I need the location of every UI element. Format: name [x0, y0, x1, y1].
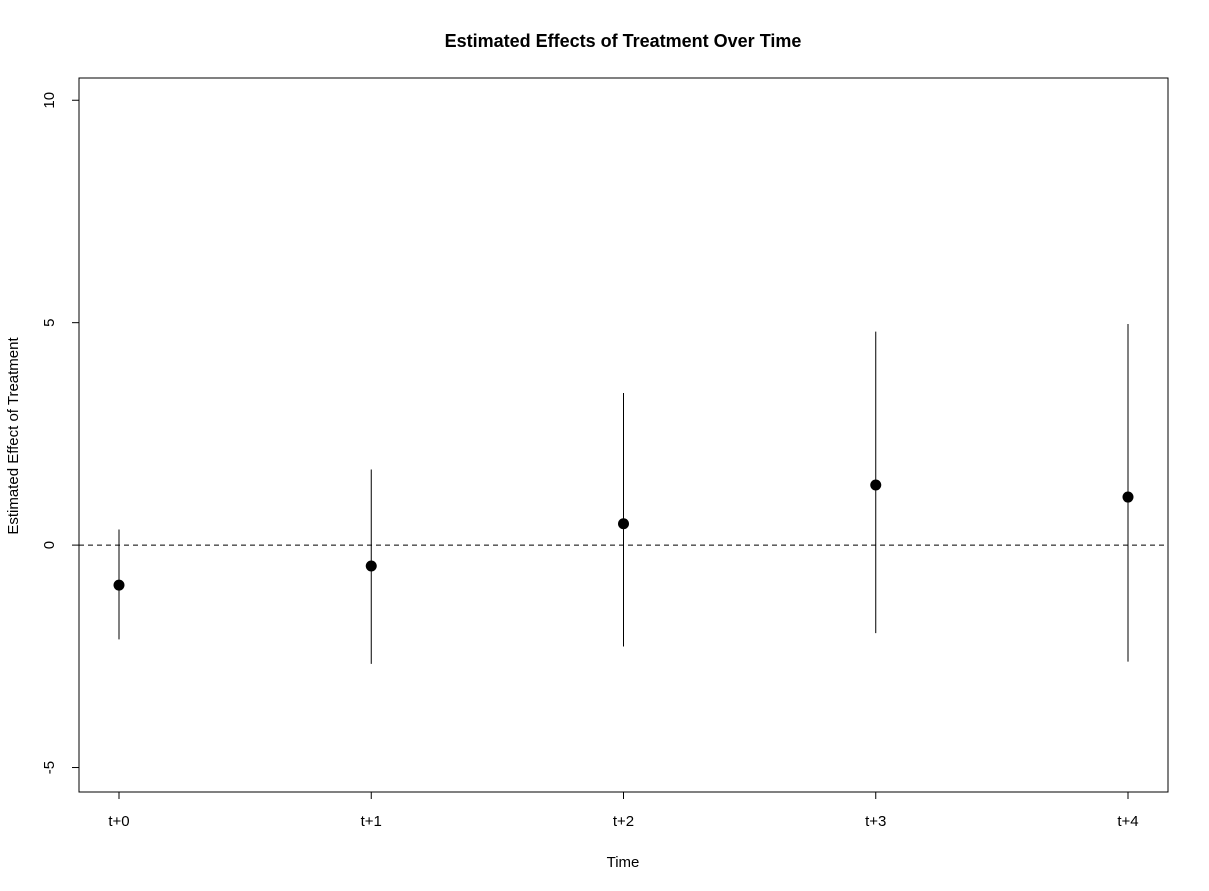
x-tick-label: t+3: [865, 813, 886, 830]
x-axis: t+0 t+1 t+2 t+3 t+4: [108, 791, 1139, 830]
x-tick-label: t+2: [613, 813, 634, 830]
estimate-point: [113, 579, 125, 591]
estimate-point: [1122, 491, 1134, 503]
x-tick-label: t+4: [1117, 813, 1138, 830]
estimate-point: [618, 518, 629, 530]
x-axis-label: Time: [607, 854, 640, 871]
x-tick-label: t+1: [361, 813, 382, 830]
chart-title: Estimated Effects of Treatment Over Time: [445, 31, 802, 51]
y-axis: -5 0 5 10: [41, 92, 80, 774]
y-tick-label: 5: [41, 319, 58, 327]
y-axis-label: Estimated Effect of Treatment: [5, 337, 22, 535]
estimate-point: [870, 479, 882, 491]
y-tick-label: -5: [41, 761, 58, 774]
estimate-point: [365, 560, 377, 572]
y-tick-label: 10: [41, 92, 58, 109]
y-tick-label: 0: [41, 541, 58, 549]
x-tick-label: t+0: [108, 813, 129, 830]
data-marks: [113, 324, 1134, 664]
